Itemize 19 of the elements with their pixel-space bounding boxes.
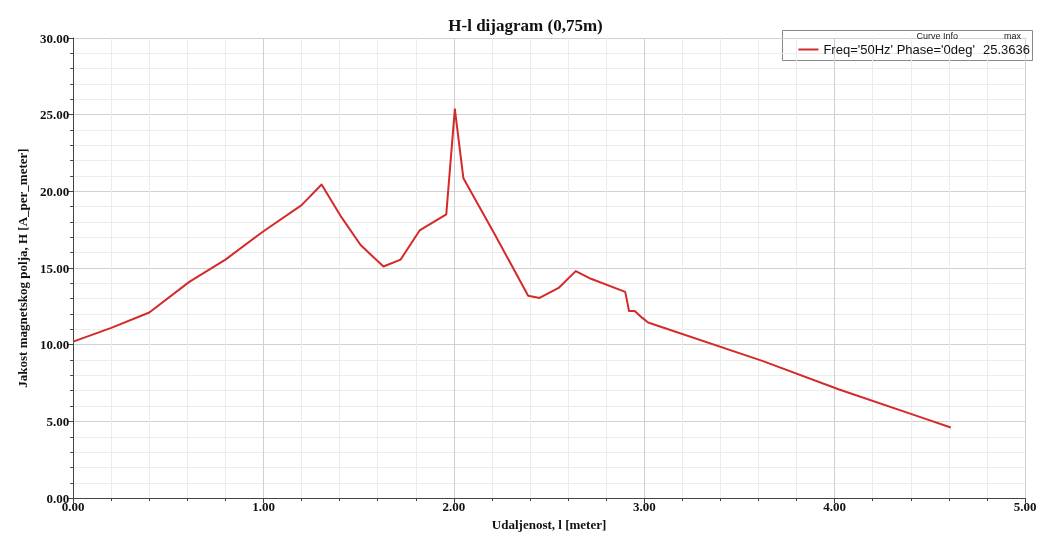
y-tick-label: 15.00: [39, 260, 70, 276]
legend-title: Curve Info: [916, 30, 959, 41]
annotation: max: [1004, 30, 1022, 41]
x-tick-label: 4.00: [823, 499, 847, 515]
x-tick-label: 1.00: [252, 499, 275, 515]
legend-label: Freq='50Hz' Phase='0deg': [823, 42, 976, 57]
y-tick-label: 10.00: [39, 337, 70, 353]
y-tick-label: 25.00: [39, 107, 70, 123]
x-tick-label: 3.00: [632, 499, 656, 515]
y-tick-label: 30.00: [39, 30, 70, 46]
line-series: [72, 108, 952, 429]
y-tick-label: 5.00: [46, 413, 70, 429]
chart-title: H-l dijagram (0,75m): [448, 16, 603, 35]
x-tick-label: 5.00: [1013, 499, 1037, 515]
annotation: 25.3636: [983, 42, 1031, 57]
x-tick-label: 2.00: [442, 499, 466, 515]
x-axis-title: Udaljenost, l [meter]: [491, 517, 607, 532]
y-tick-label: 20.00: [39, 183, 70, 199]
y-axis-title: Jakost magnetskog polja, H [A_per_meter]: [15, 148, 30, 388]
